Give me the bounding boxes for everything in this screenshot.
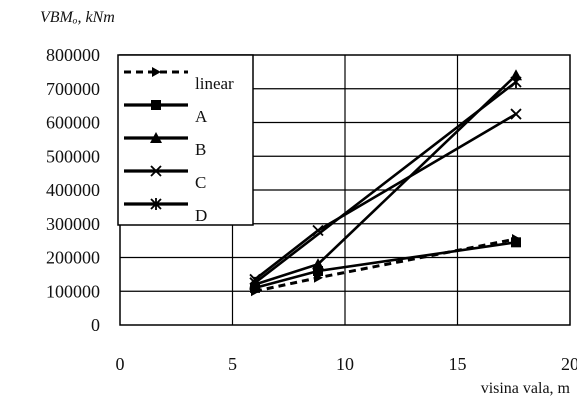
y-tick-label: 200000	[46, 248, 100, 268]
series-line	[254, 112, 517, 281]
series-group	[249, 69, 522, 297]
y-tick-labels: 0 100000 200000 300000 400000 500000 600000 700…	[46, 45, 100, 335]
x-tick-label: 15	[449, 354, 467, 374]
x-tick-labels: 0 5 10 15 20	[116, 354, 577, 374]
x-axis-title: visina vala, m	[481, 380, 571, 397]
legend-label: D	[195, 206, 207, 225]
y-tick-label: 100000	[46, 281, 100, 301]
data-point-marker	[150, 198, 162, 210]
data-point-marker	[249, 276, 261, 289]
x-tick-label: 10	[336, 354, 354, 374]
legend-label: B	[195, 140, 206, 159]
data-point-marker	[152, 67, 161, 77]
data-point-marker	[510, 69, 522, 81]
x-tick-label: 5	[228, 354, 237, 374]
y-tick-label: 800000	[46, 45, 100, 65]
data-point-marker	[150, 165, 162, 177]
y-tick-label: 500000	[46, 146, 100, 166]
legend-label: C	[195, 173, 206, 192]
data-point-marker	[510, 108, 522, 120]
data-point-marker	[511, 237, 521, 248]
y-tick-label: 700000	[46, 79, 100, 99]
data-point-marker	[150, 132, 162, 143]
x-tick-label: 20	[561, 354, 577, 374]
legend-box	[117, 54, 254, 226]
series-line	[254, 80, 517, 284]
legend-label: linear	[195, 74, 234, 93]
series-C	[249, 108, 522, 286]
series-D	[249, 76, 522, 289]
data-point-marker	[510, 76, 522, 88]
y-tick-label: 0	[91, 315, 100, 335]
y-axis-title: VBMₒ, kNm	[40, 9, 115, 26]
series-linear	[251, 233, 521, 297]
x-tick-label: 0	[116, 354, 125, 374]
data-point-marker	[151, 100, 161, 110]
data-point-marker	[312, 224, 324, 237]
legend-label: A	[195, 107, 208, 126]
y-tick-label: 300000	[46, 214, 100, 234]
y-tick-label: 400000	[46, 180, 100, 200]
y-tick-label: 600000	[46, 113, 100, 133]
data-point-marker	[313, 266, 323, 276]
data-point-marker	[312, 258, 324, 270]
